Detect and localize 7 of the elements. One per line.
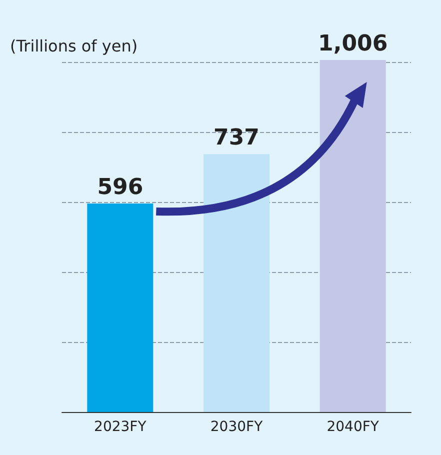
data-label: 1,006 <box>318 32 388 56</box>
x-tick-label: 2030FY <box>210 419 264 435</box>
data-label: 737 <box>214 126 260 151</box>
data-label: 596 <box>97 174 144 200</box>
x-tick-label: 2023FY <box>94 419 147 435</box>
y-axis-title: (Trillions of yen) <box>10 36 138 56</box>
x-tick-label: 2040FY <box>326 419 380 435</box>
